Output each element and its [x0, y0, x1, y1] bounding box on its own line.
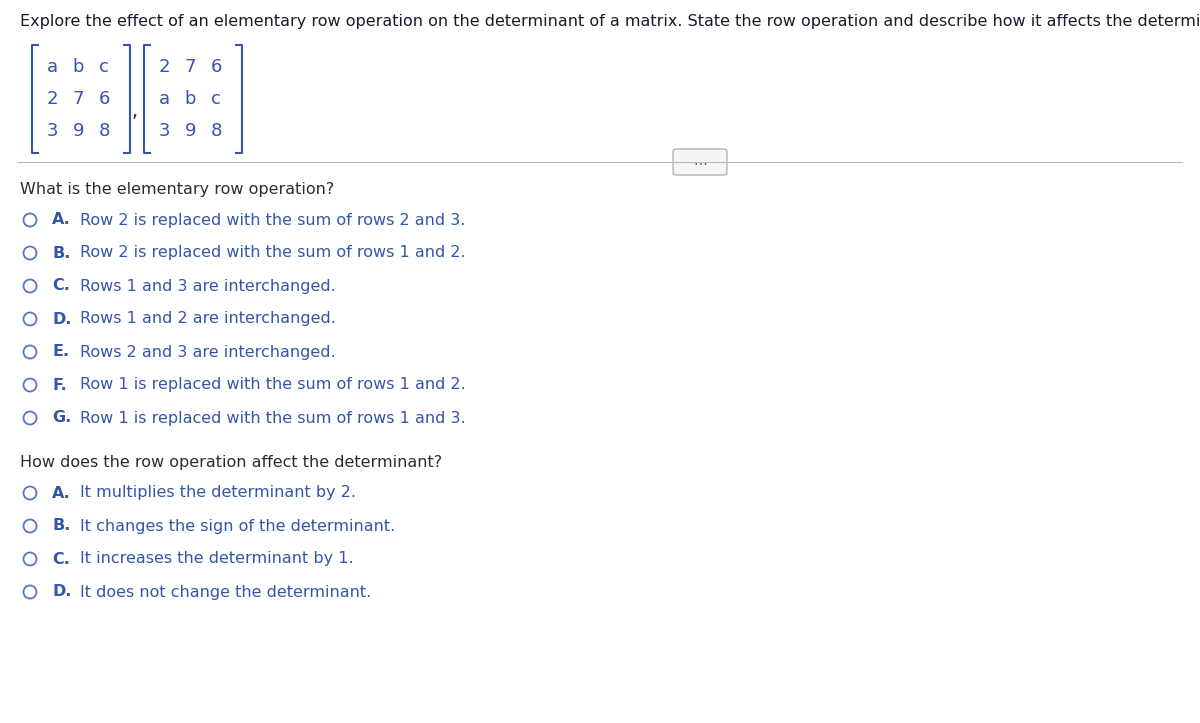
Text: a: a	[47, 58, 58, 76]
Text: A.: A.	[52, 213, 71, 228]
Text: What is the elementary row operation?: What is the elementary row operation?	[20, 182, 335, 197]
Text: b: b	[73, 58, 84, 76]
Text: How does the row operation affect the determinant?: How does the row operation affect the de…	[20, 455, 442, 470]
Text: It does not change the determinant.: It does not change the determinant.	[80, 584, 371, 599]
Text: B.: B.	[52, 518, 71, 534]
Text: Row 2 is replaced with the sum of rows 2 and 3.: Row 2 is replaced with the sum of rows 2…	[80, 213, 466, 228]
Text: 8: 8	[98, 122, 110, 140]
Text: Rows 2 and 3 are interchanged.: Rows 2 and 3 are interchanged.	[80, 344, 336, 359]
Text: a: a	[158, 90, 170, 108]
Text: Rows 1 and 2 are interchanged.: Rows 1 and 2 are interchanged.	[80, 312, 336, 327]
Text: B.: B.	[52, 246, 71, 260]
Text: It increases the determinant by 1.: It increases the determinant by 1.	[80, 552, 354, 567]
Text: ,: ,	[132, 103, 138, 121]
Text: It changes the sign of the determinant.: It changes the sign of the determinant.	[80, 518, 395, 534]
Text: F.: F.	[52, 377, 67, 393]
Text: A.: A.	[52, 486, 71, 500]
Text: 7: 7	[73, 90, 84, 108]
Text: It multiplies the determinant by 2.: It multiplies the determinant by 2.	[80, 486, 356, 500]
Text: 7: 7	[185, 58, 196, 76]
Text: 6: 6	[98, 90, 110, 108]
Text: C.: C.	[52, 552, 70, 567]
Text: E.: E.	[52, 344, 70, 359]
Text: ⋯: ⋯	[694, 156, 707, 170]
Text: D.: D.	[52, 584, 72, 599]
Text: 3: 3	[47, 122, 58, 140]
FancyBboxPatch shape	[673, 149, 727, 175]
Text: Row 2 is replaced with the sum of rows 1 and 2.: Row 2 is replaced with the sum of rows 1…	[80, 246, 466, 260]
Text: 6: 6	[211, 58, 222, 76]
Text: Explore the effect of an elementary row operation on the determinant of a matrix: Explore the effect of an elementary row …	[20, 14, 1200, 29]
Text: c: c	[100, 58, 109, 76]
Text: Row 1 is replaced with the sum of rows 1 and 2.: Row 1 is replaced with the sum of rows 1…	[80, 377, 466, 393]
Text: G.: G.	[52, 411, 71, 426]
Text: c: c	[211, 90, 221, 108]
Text: 3: 3	[158, 122, 170, 140]
Text: 8: 8	[211, 122, 222, 140]
Text: 2: 2	[47, 90, 58, 108]
Text: D.: D.	[52, 312, 72, 327]
Text: Row 1 is replaced with the sum of rows 1 and 3.: Row 1 is replaced with the sum of rows 1…	[80, 411, 466, 426]
Text: 9: 9	[185, 122, 196, 140]
Text: Rows 1 and 3 are interchanged.: Rows 1 and 3 are interchanged.	[80, 278, 336, 294]
Text: 2: 2	[158, 58, 170, 76]
Text: C.: C.	[52, 278, 70, 294]
Text: 9: 9	[73, 122, 84, 140]
Text: b: b	[185, 90, 196, 108]
